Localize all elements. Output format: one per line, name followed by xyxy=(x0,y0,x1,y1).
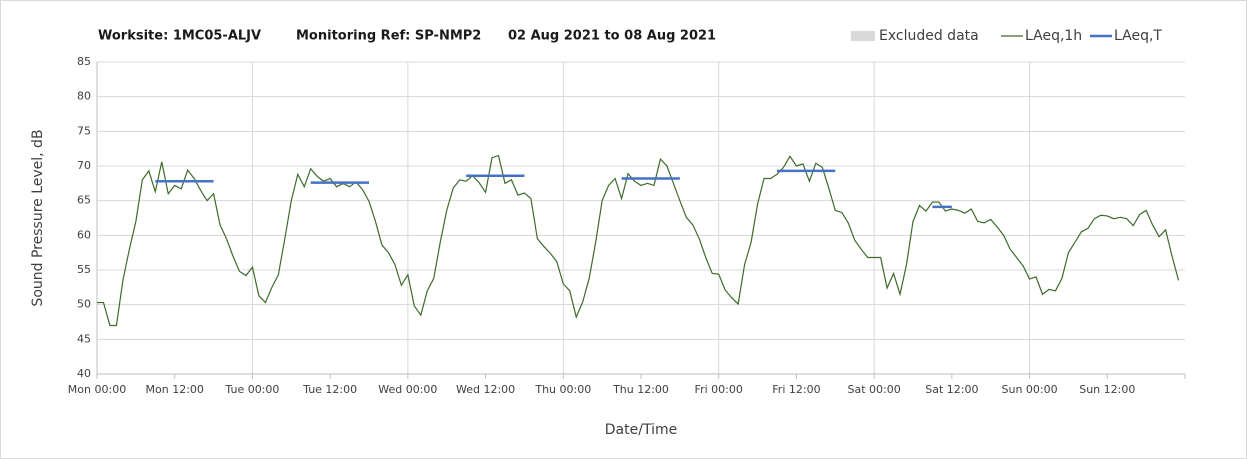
legend-label: LAeq,1h xyxy=(1025,28,1082,44)
y-tick-label: 75 xyxy=(77,124,91,137)
legend-swatch xyxy=(851,31,875,41)
y-tick-label: 85 xyxy=(77,55,91,68)
x-tick-label: Fri 12:00 xyxy=(772,383,820,396)
x-tick-label: Tue 12:00 xyxy=(302,383,357,396)
x-tick-label: Fri 00:00 xyxy=(695,383,743,396)
x-tick-label: Mon 00:00 xyxy=(68,383,126,396)
y-tick-label: 55 xyxy=(77,263,91,276)
y-tick-label: 45 xyxy=(77,332,91,345)
x-tick-label: Sun 00:00 xyxy=(1002,383,1058,396)
y-axis-title: Sound Pressure Level, dB xyxy=(30,129,46,306)
y-tick-label: 65 xyxy=(77,194,91,207)
y-tick-label: 80 xyxy=(77,90,91,103)
series-line xyxy=(155,169,952,209)
x-tick-label: Tue 00:00 xyxy=(224,383,279,396)
x-tick-label: Wed 00:00 xyxy=(378,383,437,396)
y-tick-label: 40 xyxy=(77,367,91,380)
x-tick-label: Thu 00:00 xyxy=(534,383,591,396)
legend-label: LAeq,T xyxy=(1114,28,1162,44)
x-tick-label: Sat 12:00 xyxy=(925,383,978,396)
x-tick-label: Thu 12:00 xyxy=(612,383,669,396)
y-tick-label: 70 xyxy=(77,159,91,172)
x-tick-label: Mon 12:00 xyxy=(146,383,204,396)
legend-label: Excluded data xyxy=(879,28,979,44)
x-tick-label: Wed 12:00 xyxy=(456,383,515,396)
y-tick-label: 60 xyxy=(77,228,91,241)
x-axis-title: Date/Time xyxy=(605,422,677,438)
x-tick-label: Sat 00:00 xyxy=(848,383,901,396)
y-tick-label: 50 xyxy=(77,298,91,311)
title-worksite: Worksite: 1MC05-ALJV xyxy=(98,29,261,44)
title-dates: 02 Aug 2021 to 08 Aug 2021 xyxy=(508,29,716,44)
title-ref: Monitoring Ref: SP-NMP2 xyxy=(296,29,481,44)
series-line xyxy=(97,154,1180,327)
x-tick-label: Sun 12:00 xyxy=(1079,383,1135,396)
